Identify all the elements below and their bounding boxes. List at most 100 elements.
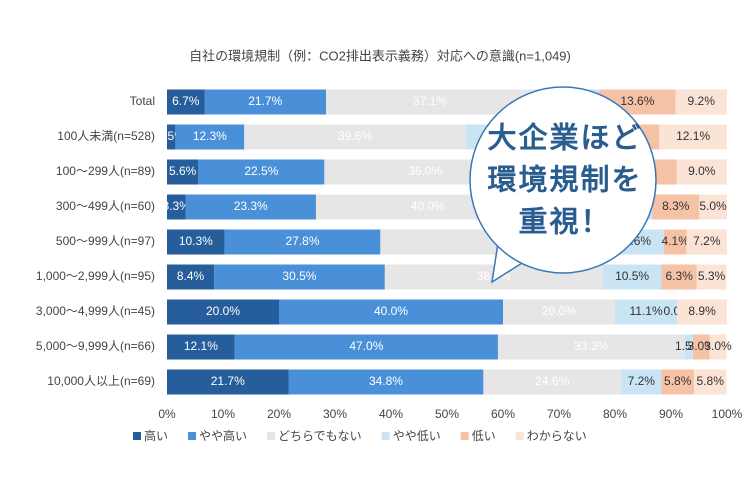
data-label: 40.0% — [374, 304, 408, 318]
bar-segment — [677, 299, 727, 325]
bar-segment — [693, 369, 727, 395]
bar-segment — [692, 334, 710, 360]
bar-segment — [602, 264, 662, 290]
data-label: 5.3% — [698, 269, 726, 283]
legend-swatch — [381, 432, 390, 440]
data-label: 8.9% — [688, 304, 716, 318]
data-label: 6.3% — [665, 269, 693, 283]
bar-segment — [185, 194, 316, 220]
data-label: 20.0% — [206, 304, 240, 318]
x-tick-label: 80% — [603, 407, 627, 421]
x-tick-label: 30% — [323, 407, 347, 421]
data-label: 27.8% — [286, 234, 320, 248]
bar-segment — [167, 299, 279, 325]
bar-segment — [686, 229, 727, 255]
bar-segment — [167, 264, 215, 290]
data-label: 5.0% — [699, 199, 727, 213]
bar-segment — [279, 299, 503, 325]
bar-segment — [214, 264, 385, 290]
bar-segment — [198, 159, 325, 185]
data-label: 21.7% — [211, 374, 245, 388]
bar-segment — [661, 369, 694, 395]
bar-segment — [175, 124, 245, 150]
callout-circle — [469, 86, 657, 274]
callout-join — [495, 231, 528, 260]
data-label: 23.3% — [234, 199, 268, 213]
bar-segment — [483, 369, 622, 395]
bar-segment — [659, 124, 727, 150]
data-label: 4.1% — [662, 234, 690, 248]
y-tick-label: 100人未満(n=528) — [57, 129, 155, 143]
annotation: 大企業ほど — [487, 121, 642, 155]
data-label: 30.5% — [282, 269, 316, 283]
legend-swatch — [267, 432, 276, 440]
data-label: 9.0% — [688, 164, 716, 178]
x-tick-label: 10% — [211, 407, 235, 421]
y-tick-label: Total — [130, 94, 155, 108]
x-tick-label: 50% — [435, 407, 459, 421]
x-tick-label: 60% — [491, 407, 515, 421]
bar-segment — [204, 89, 327, 115]
data-label: 5.8% — [664, 374, 692, 388]
data-label: 11.1% — [630, 304, 663, 318]
data-label: 6.7% — [172, 94, 200, 108]
bar-segment — [167, 334, 235, 360]
data-label: 34.8% — [369, 374, 403, 388]
legend-label: やや高い — [199, 428, 247, 443]
annotation: 環境規制を — [487, 164, 642, 197]
legend-swatch — [133, 432, 141, 440]
x-tick-label: 20% — [267, 407, 291, 421]
data-label: 12.3% — [193, 129, 227, 143]
bar-segment — [244, 124, 467, 150]
data-label: 3.0% — [688, 339, 716, 353]
y-tick-label: 1,000〜2,999人(n=95) — [36, 269, 155, 283]
data-label: 40.0% — [411, 199, 445, 213]
data-label: 5.8% — [697, 374, 725, 388]
data-label: 3.0% — [704, 339, 732, 353]
legend-label: 低い — [472, 429, 496, 443]
bar-segment — [663, 229, 687, 255]
bar-segment — [661, 264, 697, 290]
x-tick-label: 70% — [547, 407, 571, 421]
legend-label: 高い — [144, 428, 168, 443]
bar-segment — [234, 334, 498, 360]
x-tick-label: 100% — [712, 407, 743, 421]
y-tick-label: 3,000〜4,999人(n=45) — [36, 304, 155, 318]
y-tick-label: 100〜299人(n=89) — [56, 164, 155, 178]
y-tick-label: 5,000〜9,999人(n=66) — [36, 339, 155, 353]
bar-segment — [699, 194, 727, 220]
bar-segment — [709, 334, 727, 360]
legend-swatch — [460, 432, 469, 440]
data-label: 20.0% — [542, 304, 576, 318]
bar-segment — [167, 89, 205, 115]
data-label: 10.3% — [179, 234, 213, 248]
data-label: 7.2% — [628, 374, 656, 388]
bar-segment — [167, 124, 176, 150]
data-label: 33.3% — [574, 339, 608, 353]
legend-swatch — [515, 432, 524, 440]
legend-label: どちらでもない — [278, 429, 362, 443]
x-tick-label: 40% — [379, 407, 403, 421]
chart-title: 自社の環境規制（例：CO2排出表示義務）対応への意識(n=1,049) — [189, 48, 571, 63]
data-label: 21.7% — [248, 94, 282, 108]
bar-segment — [224, 229, 381, 255]
bar-segment — [288, 369, 484, 395]
data-label: 7.2% — [693, 234, 721, 248]
y-tick-label: 10,000人以上(n=69) — [47, 374, 155, 388]
bar-segment — [167, 229, 225, 255]
data-label: 13.6% — [620, 94, 654, 108]
data-label: 47.0% — [349, 339, 383, 353]
bar-segment — [652, 194, 699, 220]
bar-segment — [326, 89, 534, 115]
data-label: 12.1% — [676, 129, 710, 143]
bar-segment — [167, 159, 199, 185]
legend-swatch — [188, 432, 197, 440]
data-label: 12.1% — [184, 339, 218, 353]
annotation: 重視！ — [518, 206, 611, 239]
bar-segment — [696, 264, 727, 290]
data-label: 3.3% — [163, 199, 191, 213]
data-label: 39.6% — [338, 129, 372, 143]
data-label: 8.3% — [662, 199, 690, 213]
bar-segment — [675, 89, 727, 115]
